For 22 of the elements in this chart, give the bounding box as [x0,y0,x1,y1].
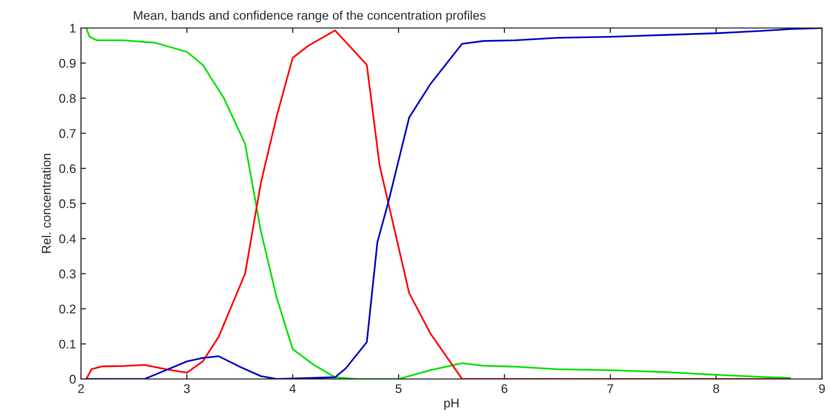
x-tick-label: 4 [290,384,296,393]
x-tick-label: 3 [184,384,190,394]
x-tick-label: 9 [819,384,825,394]
y-tick-label: 0.4 [59,234,76,244]
x-tick-label: 7 [607,384,614,393]
x-tick-label: 6 [502,384,508,394]
y-tick-label: 0.1 [59,340,76,349]
y-tick-label: 0.3 [59,270,76,278]
y-tick-label: 0 [70,374,76,384]
x-tick-label: 8 [713,384,720,394]
y-tick-label: 0.2 [59,304,76,314]
y-tick-label: 0.9 [59,58,76,68]
chart-title: Mean, bands and confidence range of the concentration profiles [134,10,486,22]
x-tick-label: 5 [396,384,402,394]
y-tick-label: 0.6 [59,164,76,174]
y-tick-label: 0.5 [59,199,76,208]
y-axis-title: Rel. concentration [42,154,51,253]
x-axis-title: pH [444,398,458,410]
y-tick-label: 0.7 [59,129,76,138]
y-tick-label: 0.8 [59,94,76,103]
y-tick-label: 1 [70,24,76,33]
x-tick-label: 2 [78,384,84,393]
